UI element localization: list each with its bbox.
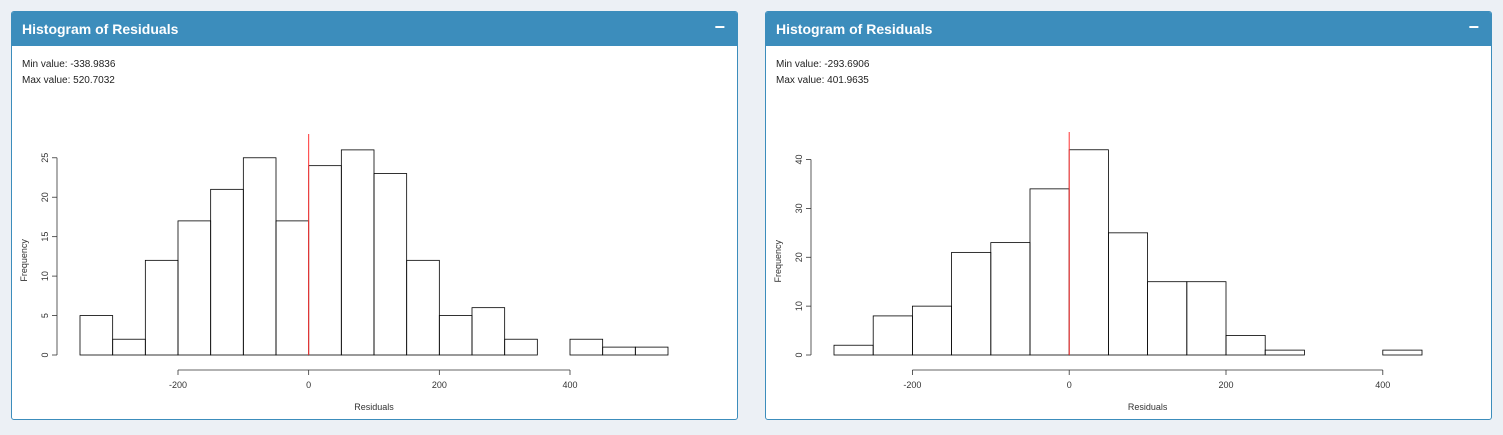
histogram-chart-1: -200 0 200 400 Residuals 0 5 10 15 20 25 Frequency — [19, 134, 669, 412]
histogram-bar — [833, 344, 874, 356]
histogram-bar — [1186, 281, 1227, 356]
box-title-1: Histogram of Residuals — [22, 21, 179, 37]
y-tick-label: 25 — [40, 153, 50, 163]
x-tick-label: 0 — [306, 380, 311, 390]
x-tick-label: 200 — [432, 380, 447, 390]
y-axis-label: Frequency — [773, 240, 783, 283]
histogram-bar — [951, 251, 992, 356]
histogram-bar — [1225, 335, 1266, 356]
histogram-bar — [1068, 149, 1109, 356]
y-tick-label: 10 — [40, 271, 50, 281]
histogram-bar — [112, 338, 146, 356]
histogram-bar — [79, 315, 114, 356]
histogram-bar — [911, 305, 952, 356]
x-axis-label: Residuals — [1128, 402, 1168, 412]
histogram-bar — [438, 315, 473, 356]
x-axis-label: Residuals — [354, 402, 394, 412]
histogram-bar — [373, 173, 408, 356]
collapse-button-1[interactable]: − — [714, 17, 725, 37]
histogram-box-2: Histogram of Residuals − Min value: -293… — [765, 11, 1492, 420]
box-title-2: Histogram of Residuals — [776, 21, 933, 37]
histogram-bar — [144, 259, 179, 356]
histogram-bar — [872, 315, 913, 356]
x-tick-label: 400 — [1375, 380, 1390, 390]
y-tick-label: 40 — [794, 155, 804, 165]
stats-2: Min value: -293.6906 Max value: 401.9635 — [776, 57, 869, 89]
histogram-bar — [1264, 349, 1305, 356]
histogram-bar — [471, 307, 506, 356]
max-value-2: Max value: 401.9635 — [776, 75, 869, 86]
histogram-bar — [406, 259, 440, 356]
x-tick-label: -200 — [903, 380, 921, 390]
box-header-2: Histogram of Residuals − — [766, 12, 1491, 46]
histogram-bar — [504, 338, 538, 356]
x-tick-label: 200 — [1218, 380, 1233, 390]
histogram-chart-2: -200 0 200 400 Residuals 0 10 20 30 40 Frequency — [773, 132, 1423, 412]
y-tick-label: 30 — [794, 203, 804, 213]
x-tick-label: 0 — [1067, 380, 1072, 390]
histogram-bar — [990, 242, 1031, 356]
box-header-1: Histogram of Residuals − — [12, 12, 737, 46]
y-tick-label: 20 — [40, 192, 50, 202]
histogram-bar — [308, 165, 342, 356]
collapse-button-2[interactable]: − — [1468, 17, 1479, 37]
histogram-bar — [1147, 281, 1188, 356]
stats-1: Min value: -338.9836 Max value: 520.7032 — [22, 57, 115, 89]
y-tick-label: 15 — [40, 232, 50, 242]
y-tick-label: 5 — [40, 313, 50, 318]
y-tick-label: 10 — [794, 301, 804, 311]
histogram-bar — [569, 338, 604, 356]
histogram-bar — [1107, 232, 1148, 356]
histogram-bar — [275, 220, 310, 356]
histogram-bar — [340, 149, 375, 356]
histogram-bar — [1029, 188, 1070, 356]
min-value-2: Min value: -293.6906 — [776, 59, 870, 70]
histogram-box-1: Histogram of Residuals − Min value: -338… — [11, 11, 738, 420]
histogram-bar — [634, 346, 669, 356]
histogram-bar — [210, 188, 244, 356]
y-tick-label: 0 — [794, 352, 804, 357]
x-tick-label: 400 — [562, 380, 577, 390]
y-tick-label: 20 — [794, 252, 804, 262]
histogram-bar — [1382, 349, 1423, 356]
y-tick-label: 0 — [40, 352, 50, 357]
max-value-1: Max value: 520.7032 — [22, 75, 115, 86]
x-tick-label: -200 — [169, 380, 187, 390]
min-value-1: Min value: -338.9836 — [22, 59, 116, 70]
histogram-bar — [602, 346, 636, 356]
y-axis-label: Frequency — [19, 239, 29, 282]
histogram-bar — [177, 220, 212, 356]
histogram-bar — [242, 157, 277, 356]
